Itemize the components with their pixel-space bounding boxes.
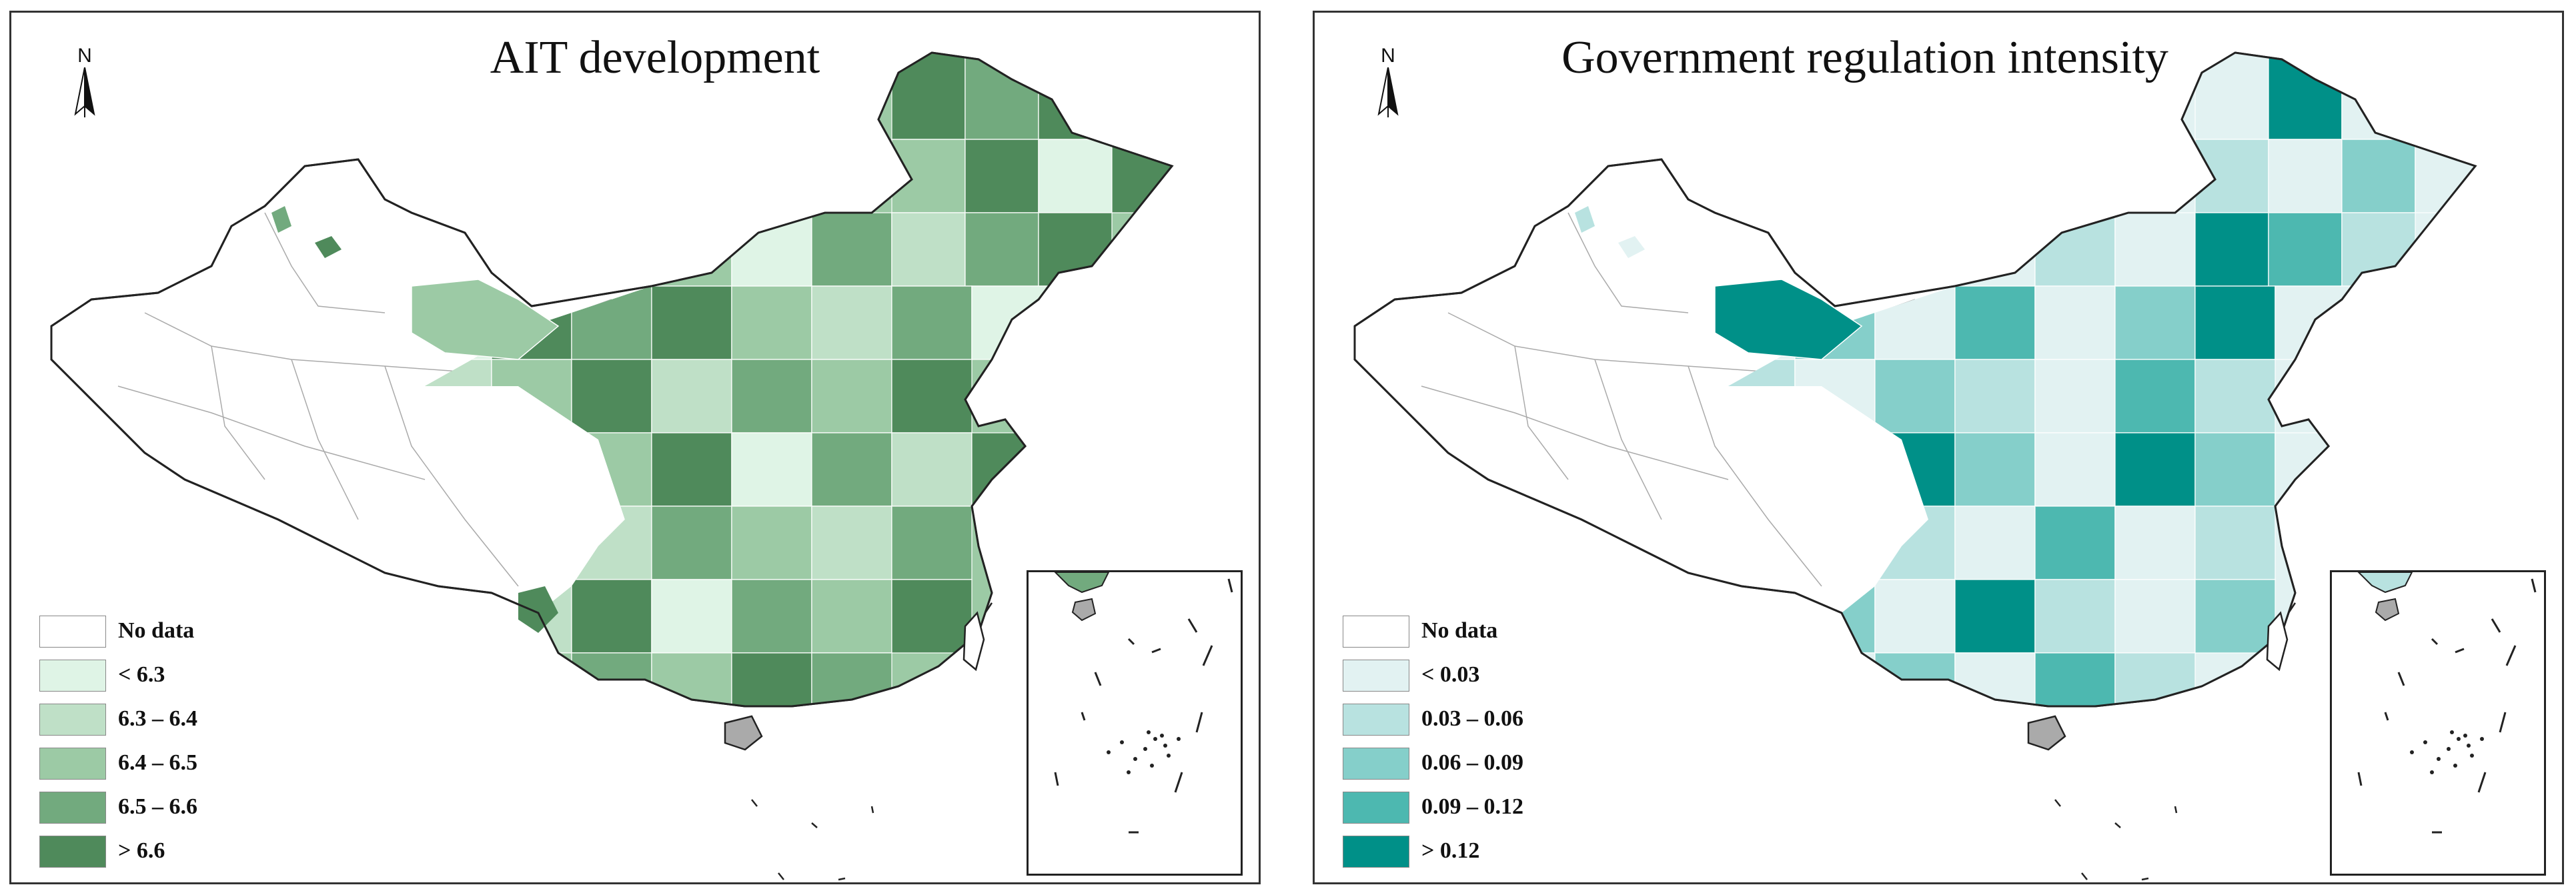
- north-arrow-icon: N: [65, 45, 105, 118]
- legend-swatch: [39, 704, 106, 736]
- legend-swatch: [1343, 836, 1409, 868]
- legend-label: 6.5 – 6.6: [118, 794, 197, 819]
- inset-map: [1054, 572, 1233, 834]
- legend-swatch: [1343, 748, 1409, 780]
- legend-label: < 0.03: [1421, 662, 1480, 687]
- legend-label: > 6.6: [118, 838, 165, 863]
- legend-label: 6.3 – 6.4: [118, 706, 197, 731]
- legend-item: 0.06 – 0.09: [1343, 745, 1623, 789]
- legend-label: No data: [1421, 618, 1498, 643]
- north-label: N: [77, 45, 92, 67]
- legend-item: 6.5 – 6.6: [39, 789, 319, 833]
- legend-label: 6.4 – 6.5: [118, 750, 197, 775]
- legend-item: 0.03 – 0.06: [1343, 701, 1623, 745]
- legend-swatch: [39, 792, 106, 824]
- legend-label: No data: [118, 618, 195, 643]
- north-label: N: [1381, 45, 1395, 67]
- legend-label: 0.03 – 0.06: [1421, 706, 1523, 731]
- map-panel-regulation: Government regulation intensity N No dat…: [1313, 11, 2564, 884]
- legend-item: No data: [1343, 613, 1623, 657]
- legend-item: 0.09 – 0.12: [1343, 789, 1623, 833]
- map-title: AIT development: [490, 32, 820, 83]
- hainan-island: [2027, 715, 2066, 751]
- legend-item: < 6.3: [39, 657, 319, 701]
- legend: No data < 0.03 0.03 – 0.06 0.06 – 0.09 0…: [1343, 613, 1623, 877]
- legend-item: > 0.12: [1343, 833, 1623, 877]
- legend-swatch: [39, 616, 106, 648]
- arrow-icon: [1377, 67, 1399, 117]
- legend-swatch: [1343, 660, 1409, 692]
- legend-item: 6.4 – 6.5: [39, 745, 319, 789]
- legend-item: No data: [39, 613, 319, 657]
- legend: No data < 6.3 6.3 – 6.4 6.4 – 6.5 6.5 – …: [39, 613, 319, 877]
- south-china-sea-inset: [2330, 570, 2546, 876]
- legend-item: < 0.03: [1343, 657, 1623, 701]
- legend-swatch: [1343, 616, 1409, 648]
- legend-label: 0.09 – 0.12: [1421, 794, 1523, 819]
- legend-swatch: [1343, 792, 1409, 824]
- legend-item: 6.3 – 6.4: [39, 701, 319, 745]
- map-title: Government regulation intensity: [1561, 32, 2168, 83]
- legend-item: > 6.6: [39, 833, 319, 877]
- legend-swatch: [1343, 704, 1409, 736]
- legend-label: 0.06 – 0.09: [1421, 750, 1523, 775]
- legend-swatch: [39, 836, 106, 868]
- taiwan-island: [962, 611, 985, 672]
- legend-swatch: [39, 660, 106, 692]
- taiwan-island: [2266, 611, 2289, 672]
- map-panel-ait: AIT development N No data < 6.3 6.3 – 6.…: [9, 11, 1261, 884]
- north-arrow-icon: N: [1368, 45, 1408, 118]
- legend-label: > 0.12: [1421, 838, 1480, 863]
- legend-swatch: [39, 748, 106, 780]
- south-china-sea-inset: [1027, 570, 1243, 876]
- legend-label: < 6.3: [118, 662, 165, 687]
- inset-map: [2357, 572, 2537, 834]
- hainan-island: [724, 715, 763, 751]
- arrow-icon: [74, 67, 95, 117]
